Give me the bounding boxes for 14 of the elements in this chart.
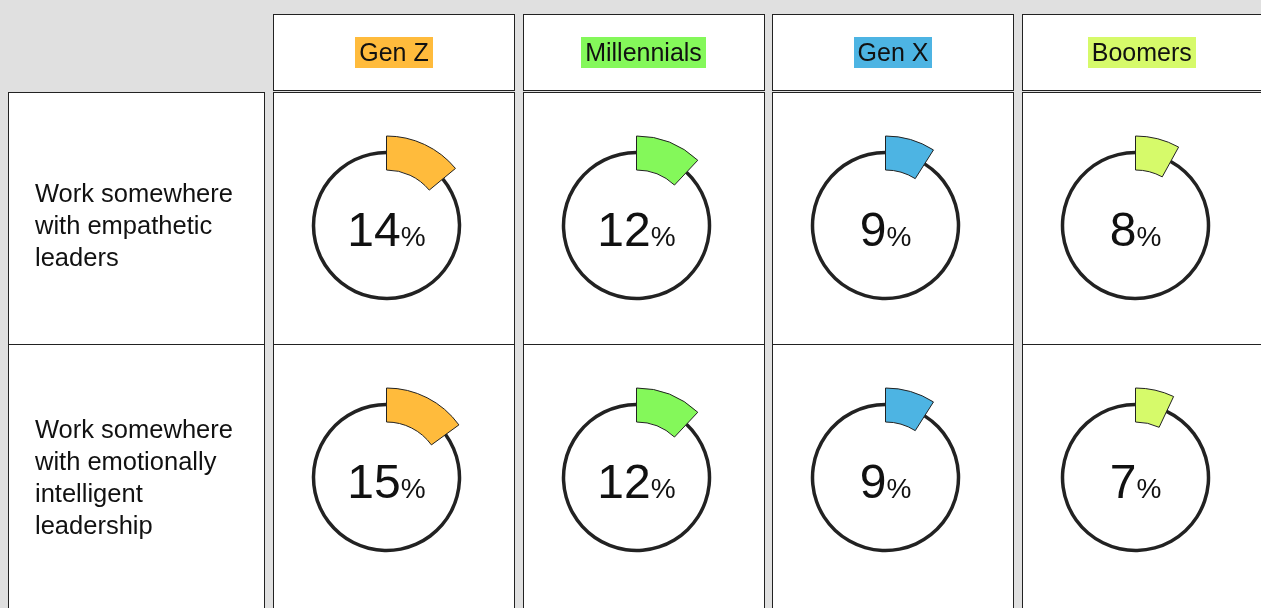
text: 14% [347, 203, 426, 256]
text: 7% [1109, 455, 1161, 508]
chart-title: Boomers [1087, 37, 1196, 68]
chart-title: Gen Z [355, 37, 433, 68]
text: 8% [1109, 203, 1161, 256]
text: 12% [596, 455, 676, 508]
chart-title: Gen X [853, 37, 933, 68]
text: Work somewhere with emotionally intelligent leadership [35, 414, 234, 541]
text: 9% [859, 455, 912, 508]
chart-title: Millennials [581, 37, 706, 68]
text: Work somewhere with empathetic leaders [35, 178, 234, 273]
text: 12% [596, 203, 676, 256]
text: 9% [859, 203, 912, 256]
text: 15% [347, 455, 426, 508]
